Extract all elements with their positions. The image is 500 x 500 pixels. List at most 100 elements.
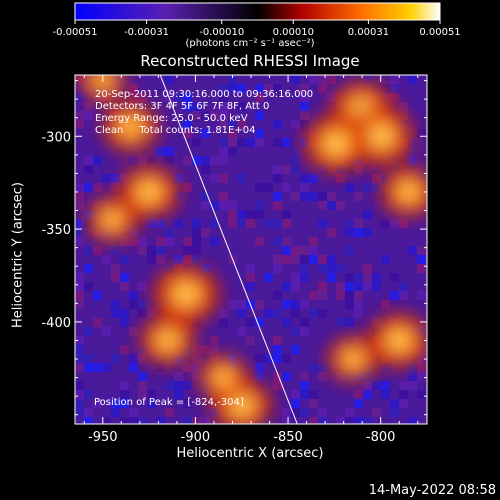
heatmap-cell bbox=[255, 120, 264, 129]
heatmap-cell bbox=[102, 246, 111, 255]
heatmap-cell bbox=[201, 192, 210, 201]
heatmap-cell bbox=[399, 390, 408, 399]
heatmap-cell bbox=[291, 147, 300, 156]
heatmap-cell bbox=[327, 192, 336, 201]
heatmap-cell bbox=[147, 156, 156, 165]
heatmap-cell bbox=[381, 381, 390, 390]
heatmap-cell bbox=[354, 390, 363, 399]
heatmap-cell bbox=[120, 318, 129, 327]
heatmap-cell bbox=[273, 192, 282, 201]
heatmap-cell bbox=[381, 237, 390, 246]
heatmap-cell bbox=[354, 417, 363, 424]
heatmap-cell bbox=[183, 129, 192, 138]
heatmap-cell bbox=[291, 273, 300, 282]
heatmap-cell bbox=[237, 327, 246, 336]
heatmap-cell bbox=[84, 183, 93, 192]
heatmap-cell bbox=[228, 210, 237, 219]
heatmap-cell bbox=[219, 93, 228, 102]
heatmap-cell bbox=[111, 246, 120, 255]
heatmap-cell bbox=[417, 246, 426, 255]
heatmap-cell bbox=[264, 273, 273, 282]
heatmap-cell bbox=[264, 309, 273, 318]
heatmap-cell bbox=[417, 390, 426, 399]
heatmap-cell bbox=[228, 120, 237, 129]
heatmap-cell bbox=[129, 291, 138, 300]
y-axis: -400 -350 -300 bbox=[41, 80, 427, 416]
heatmap-cell bbox=[282, 282, 291, 291]
heatmap-cell bbox=[300, 318, 309, 327]
heatmap-cell bbox=[381, 300, 390, 309]
heatmap-cell bbox=[273, 255, 282, 264]
heatmap-cell bbox=[291, 390, 300, 399]
heatmap-cell bbox=[318, 282, 327, 291]
heatmap-cell bbox=[210, 156, 219, 165]
heatmap-cell bbox=[273, 84, 282, 93]
heatmap-cell bbox=[363, 210, 372, 219]
heatmap-cell bbox=[327, 273, 336, 282]
heatmap-cell bbox=[246, 264, 255, 273]
heatmap-cell bbox=[237, 138, 246, 147]
heatmap-cell bbox=[291, 327, 300, 336]
heatmap-cell bbox=[183, 102, 192, 111]
heatmap-cell bbox=[273, 345, 282, 354]
heatmap-cell bbox=[192, 372, 201, 381]
heatmap-cell bbox=[417, 372, 426, 381]
heatmap-cell bbox=[300, 273, 309, 282]
heatmap-cell bbox=[408, 147, 417, 156]
heatmap-cell bbox=[309, 309, 318, 318]
heatmap-cell bbox=[120, 237, 129, 246]
heatmap-cell bbox=[228, 129, 237, 138]
heatmap-cell bbox=[363, 417, 372, 424]
heatmap-cell bbox=[408, 417, 417, 424]
heatmap-cell bbox=[138, 318, 147, 327]
bright-region-core bbox=[176, 285, 197, 304]
heatmap-cell bbox=[300, 390, 309, 399]
heatmap-cell bbox=[192, 156, 201, 165]
heatmap-cell bbox=[174, 219, 183, 228]
heatmap-cell bbox=[138, 93, 147, 102]
heatmap-cell bbox=[210, 318, 219, 327]
heatmap-cell bbox=[102, 354, 111, 363]
heatmap-cell bbox=[237, 165, 246, 174]
heatmap-cell bbox=[255, 93, 264, 102]
heatmap-cell bbox=[75, 219, 84, 228]
heatmap-cell bbox=[390, 273, 399, 282]
heatmap-cell bbox=[192, 129, 201, 138]
heatmap-cell bbox=[255, 138, 264, 147]
heatmap-cell bbox=[300, 93, 309, 102]
heatmap-cell bbox=[390, 102, 399, 111]
heatmap-cell bbox=[390, 291, 399, 300]
heatmap-cell bbox=[309, 192, 318, 201]
heatmap-cell bbox=[255, 246, 264, 255]
colorbar-tick-label: -0.00010 bbox=[199, 27, 244, 38]
heatmap-cell bbox=[408, 390, 417, 399]
heatmap-cell bbox=[75, 381, 84, 390]
heatmap-cell bbox=[354, 165, 363, 174]
heatmap-cell bbox=[75, 354, 84, 363]
heatmap-cell bbox=[309, 336, 318, 345]
heatmap-cell bbox=[336, 264, 345, 273]
heatmap-cell bbox=[345, 282, 354, 291]
heatmap-cell bbox=[129, 156, 138, 165]
heatmap-cell bbox=[84, 417, 93, 424]
heatmap-cell bbox=[354, 228, 363, 237]
info-annotations: 20-Sep-2011 09:30:16.000 to 09:36:16.000… bbox=[95, 89, 313, 137]
heatmap-cell bbox=[363, 264, 372, 273]
heatmap-cell bbox=[399, 399, 408, 408]
heatmap-cell bbox=[345, 291, 354, 300]
heatmap-cell bbox=[237, 120, 246, 129]
heatmap-cell bbox=[147, 399, 156, 408]
heatmap-cell bbox=[300, 327, 309, 336]
heatmap-cell bbox=[93, 417, 102, 424]
y-tick-label: -350 bbox=[41, 223, 71, 238]
heatmap-cell bbox=[318, 84, 327, 93]
heatmap-cell bbox=[345, 219, 354, 228]
heatmap-cell bbox=[381, 390, 390, 399]
heatmap-cell bbox=[129, 354, 138, 363]
heatmap-cell bbox=[219, 264, 228, 273]
x-axis-label: Heliocentric X (arcsec) bbox=[176, 446, 324, 461]
heatmap-cell bbox=[183, 165, 192, 174]
heatmap-cell bbox=[363, 228, 372, 237]
heatmap-cell bbox=[255, 345, 264, 354]
heatmap-cell bbox=[273, 174, 282, 183]
